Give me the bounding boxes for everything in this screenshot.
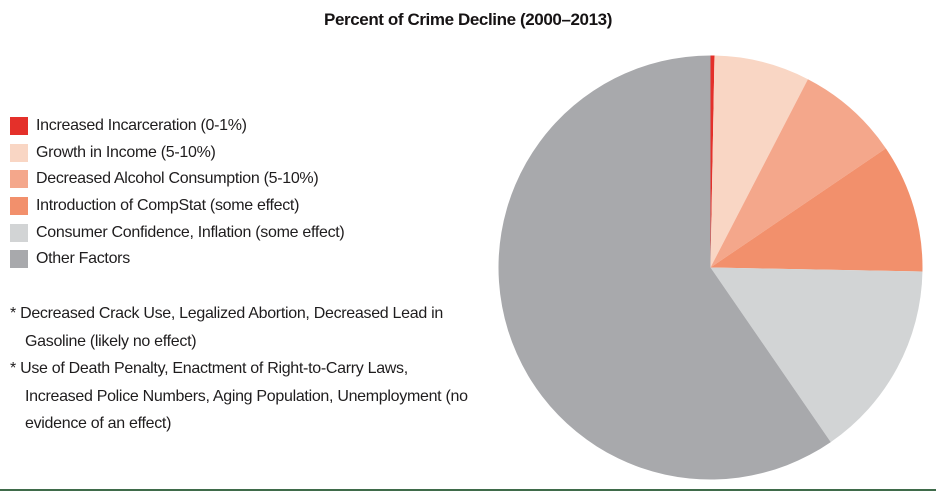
legend-item: Introduction of CompStat (some effect) — [10, 197, 344, 216]
chart-title: Percent of Crime Decline (2000–2013) — [324, 10, 612, 29]
pie-slice — [710, 55, 715, 268]
legend: Increased Incarceration (0-1%) Growth in… — [10, 117, 345, 277]
footnote-no-effect: * Decreased Crack Use, Legalized Abortio… — [10, 305, 443, 350]
legend-item: Increased Incarceration (0-1%) — [10, 117, 344, 135]
legend-swatch-growth-in-income — [10, 143, 28, 162]
legend-label: Introduction of CompStat (some effect) — [36, 197, 300, 215]
legend-label: Growth in Income (5-10%) — [36, 143, 216, 161]
legend-item: Growth in Income (5-10%) — [10, 143, 344, 162]
legend-label: Decreased Alcohol Consumption (5-10%) — [36, 170, 319, 188]
pie-slice — [710, 267, 923, 443]
legend-item: Consumer Confidence, Inflation (some eff… — [10, 223, 345, 242]
legend-label: Increased Incarceration (0-1%) — [36, 117, 247, 134]
legend-label: Consumer Confidence, Inflation (some eff… — [36, 223, 345, 241]
legend-swatch-consumer-confidence — [10, 223, 28, 242]
legend-item: Decreased Alcohol Consumption (5-10%) — [10, 170, 344, 189]
pie-slice — [498, 55, 831, 480]
pie-slice — [710, 79, 886, 268]
legend-item: Other Factors — [10, 250, 344, 269]
pie-chart — [498, 55, 923, 480]
footnote-no-evidence: * Use of Death Penalty, Enactment of Rig… — [10, 360, 468, 432]
legend-swatch-increased-incarceration — [10, 117, 28, 135]
pie-slice — [710, 55, 808, 268]
pie-slice — [710, 148, 923, 272]
legend-swatch-compstat — [10, 197, 28, 216]
footer-rule — [0, 489, 936, 491]
legend-label: Other Factors — [36, 250, 130, 268]
legend-swatch-decreased-alcohol — [10, 170, 28, 189]
footnotes: * Decreased Crack Use, Legalized Abortio… — [10, 300, 500, 438]
legend-swatch-other-factors — [10, 250, 28, 269]
